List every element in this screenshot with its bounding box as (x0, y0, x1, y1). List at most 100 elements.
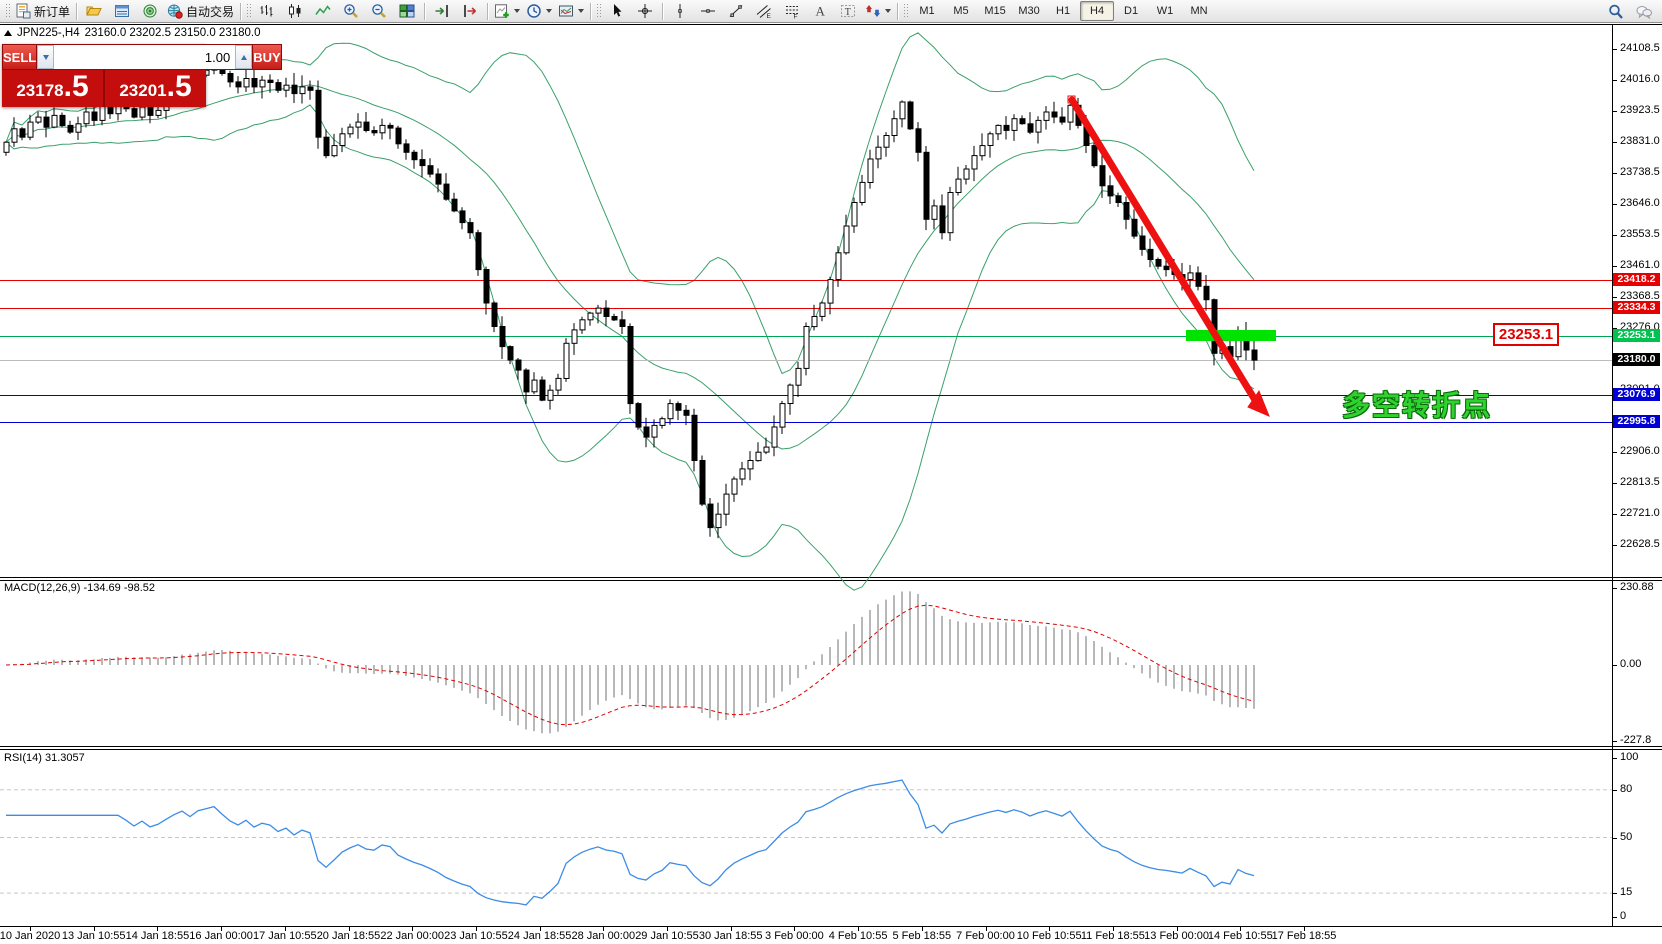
chart-title: JPN225-,H4 23160.0 23202.5 23150.0 23180… (4, 27, 261, 39)
horizontal-line-button[interactable] (694, 0, 722, 22)
bar-chart-icon (259, 3, 275, 19)
volume-box (37, 44, 253, 70)
channel-button[interactable]: E (750, 0, 778, 22)
search-icon (1608, 4, 1624, 20)
navigator-button[interactable] (136, 0, 164, 22)
macd-indicator-label: MACD(12,26,9) -134.69 -98.52 (4, 582, 156, 594)
candlestick-chart-button[interactable] (281, 0, 309, 22)
timeframe-m15-button[interactable]: M15 (984, 5, 1006, 17)
time-axis-label: 7 Feb 00:00 (956, 930, 1015, 942)
market-watch-button[interactable] (108, 0, 136, 22)
price-marker-23334.3: 23334.3 (1613, 301, 1660, 315)
sell-button[interactable]: SELL (2, 44, 38, 70)
toolbar-separator (424, 2, 426, 20)
svg-text:F: F (794, 14, 798, 20)
timeframe-h1-button[interactable]: H1 (1056, 5, 1071, 17)
price-tick-label: 22813.5 (1620, 475, 1660, 488)
cursor-button[interactable] (603, 0, 631, 22)
tile-windows-button[interactable] (393, 0, 421, 22)
text-label-icon: T (840, 3, 856, 19)
price-tick-label: 23738.5 (1620, 165, 1660, 178)
price-tick-label: 23368.5 (1620, 289, 1660, 302)
text-button[interactable]: A (806, 0, 834, 22)
zoom-in-button[interactable] (337, 0, 365, 22)
search-button[interactable] (1602, 1, 1630, 23)
zoom-out-button[interactable] (365, 0, 393, 22)
trendline-button[interactable] (722, 0, 750, 22)
volume-decrease-button[interactable] (37, 45, 55, 69)
dropdown-caret-icon (514, 9, 521, 13)
timeframe-w1-button[interactable]: W1 (1156, 5, 1174, 17)
navigator-icon (142, 3, 158, 19)
arrows-button[interactable] (862, 0, 894, 22)
svg-text:A: A (816, 4, 826, 19)
autotrade-button[interactable]: 自动交易 (164, 0, 237, 22)
price-marker-22995.8: 22995.8 (1613, 414, 1660, 428)
auto-scroll-button[interactable] (428, 0, 456, 22)
timeframe-m5-button[interactable]: M5 (953, 5, 969, 17)
svg-text:E: E (767, 13, 772, 19)
symbol-arrow-icon (4, 30, 12, 36)
toolbar-grip (596, 3, 602, 19)
time-axis-label: 22 Jan 00:00 (380, 930, 444, 942)
chat-button[interactable] (1630, 1, 1658, 23)
turning-point-annotation: 多空转折点 (1342, 390, 1493, 421)
sell-price[interactable]: 23178 .5 (2, 70, 105, 107)
channel-icon: E (756, 3, 772, 19)
buy-price[interactable]: 23201 .5 (119, 70, 192, 103)
profiles-button[interactable] (80, 0, 108, 22)
rsi-indicator-label: RSI(14) 31.3057 (4, 752, 85, 764)
text-label-button[interactable]: T (834, 0, 862, 22)
horizontal-line-icon (700, 3, 716, 19)
symbol-period-label: JPN225-,H4 (17, 27, 80, 39)
new-order-button[interactable]: 新订单 (12, 0, 73, 22)
chat-icon (1636, 4, 1652, 20)
templates-button[interactable] (555, 0, 587, 22)
time-axis-label: 4 Feb 10:55 (828, 930, 888, 942)
time-axis-label: 13 Feb 00:00 (1144, 930, 1210, 942)
price-tick-label: 23646.0 (1620, 196, 1660, 209)
timeframe-m1-button[interactable]: M1 (919, 5, 935, 17)
crosshair-icon (637, 3, 653, 19)
new-chart-icon (494, 3, 510, 19)
toolbar-grip (903, 3, 909, 19)
vertical-line-icon (672, 3, 688, 19)
price-tick-label: 22628.5 (1620, 537, 1660, 550)
toolbar-separator (240, 2, 242, 20)
line-chart-icon (315, 3, 331, 19)
one-click-trade-panel: SELL BUY 23178 .5 23201 .5 (2, 44, 282, 107)
macd-axis-label: 230.88 (1620, 581, 1654, 593)
templates-icon (558, 3, 574, 19)
price-tick-label: 23923.5 (1620, 103, 1660, 116)
time-axis-label: 11 Feb 18:55 (1080, 930, 1145, 942)
zoom-in-icon (343, 3, 359, 19)
periods-button[interactable] (523, 0, 555, 22)
periods-icon (526, 3, 542, 19)
volume-increase-button[interactable] (235, 45, 253, 69)
line-chart-button[interactable] (309, 0, 337, 22)
buy-button[interactable]: BUY (252, 44, 282, 70)
timeframe-m30-button[interactable]: M30 (1018, 5, 1040, 17)
price-tick-label: 22906.0 (1620, 444, 1660, 457)
crosshair-button[interactable] (631, 0, 659, 22)
toolbar-separator (76, 2, 78, 20)
bar-chart-button[interactable] (253, 0, 281, 22)
volume-input[interactable] (54, 45, 236, 69)
autotrade-icon (167, 3, 183, 19)
price-tick-label: 23831.0 (1620, 134, 1660, 147)
time-axis-label: 13 Jan 10:55 (61, 930, 126, 942)
toolbar-separator (487, 2, 489, 20)
time-axis-label: 23 Jan 10:55 (444, 930, 508, 942)
new-order-label: 新订单 (34, 4, 71, 19)
toolbar-grip (5, 3, 10, 19)
chart-shift-button[interactable] (456, 0, 484, 22)
fibonacci-button[interactable]: F (778, 0, 806, 22)
vertical-line-button[interactable] (666, 0, 694, 22)
timeframe-mn-button[interactable]: MN (1190, 5, 1208, 17)
caret-down-icon (42, 54, 49, 60)
timeframe-d1-button[interactable]: D1 (1124, 5, 1139, 17)
cursor-icon (609, 3, 625, 19)
new-chart-button[interactable] (491, 0, 523, 22)
timeframe-h4-button[interactable]: H4 (1080, 1, 1115, 21)
